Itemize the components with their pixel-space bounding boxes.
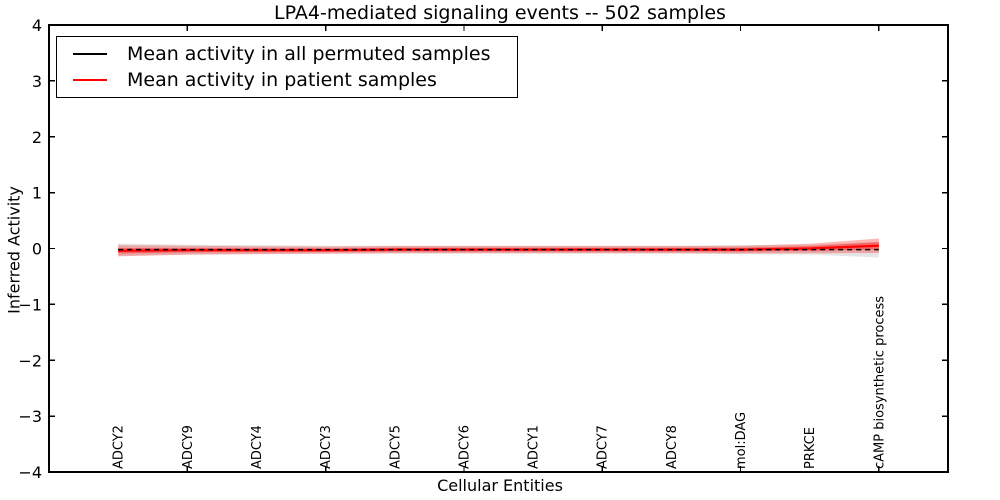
y-tick-label: −2 (18, 351, 42, 370)
legend-label-patient: Mean activity in patient samples (127, 69, 437, 92)
x-tick-label: ADCY1 (527, 425, 542, 469)
y-tick-label: −3 (18, 407, 42, 426)
y-tick-label: 0 (32, 240, 42, 259)
x-tick-label: ADCY7 (596, 425, 611, 469)
x-tick-label: cAMP biosynthetic process (872, 296, 887, 469)
permuted-line-sample-icon (73, 52, 107, 55)
confidence-band-patient-std-outer (118, 238, 879, 257)
legend-entry-patient: Mean activity in patient samples (73, 68, 505, 92)
x-tick-label: mol:DAG (734, 412, 749, 469)
x-tick-label: ADCY2 (112, 425, 127, 469)
y-tick-label: 4 (32, 16, 42, 35)
y-tick-label: −4 (18, 463, 42, 482)
x-tick-label: ADCY6 (457, 425, 472, 469)
x-tick-label: ADCY4 (250, 425, 265, 469)
y-tick-label: −1 (18, 295, 42, 314)
chart-title: LPA4-mediated signaling events -- 502 sa… (274, 2, 726, 24)
x-tick-label: ADCY3 (319, 425, 334, 469)
y-tick-label: 3 (32, 72, 42, 91)
x-tick-label: ADCY8 (665, 425, 680, 469)
y-axis-label: Inferred Activity (4, 186, 24, 314)
legend-entry-permuted: Mean activity in all permuted samples (73, 42, 505, 66)
y-tick-label: 2 (32, 128, 42, 147)
x-axis-label: Cellular Entities (437, 476, 563, 495)
x-tick-label: PRKCE (803, 427, 818, 469)
x-tick-label: ADCY5 (388, 425, 403, 469)
y-tick-label: 1 (32, 184, 42, 203)
legend: Mean activity in all permuted samples Me… (56, 36, 518, 98)
legend-label-permuted: Mean activity in all permuted samples (127, 42, 491, 65)
patient-line-sample-icon (73, 79, 107, 82)
x-tick-label: ADCY9 (181, 425, 196, 469)
